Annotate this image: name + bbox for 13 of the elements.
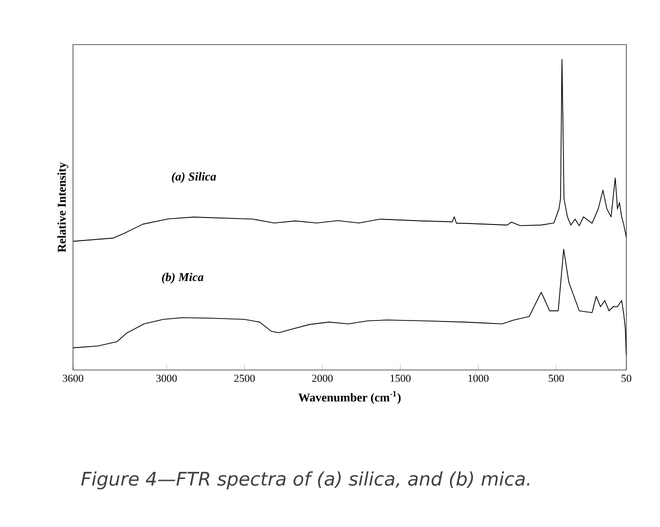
x-axis-title: Wavenumber (cm$^{-1}$): [298, 391, 401, 404]
x-tick-label: 2000: [312, 374, 333, 382]
caption: Figure 4—FTR spectra of (a) silica, and (b) mica.: [81, 471, 530, 490]
text: (b) Mica: [162, 272, 204, 284]
text: (a) Silica: [172, 172, 216, 184]
x-tick-label: 3600: [62, 374, 84, 382]
x-tick-label: 1000: [468, 374, 489, 382]
x-tick-label: 500: [548, 374, 564, 382]
x-tick-label: 2500: [234, 374, 255, 382]
x-tick-label: 50: [622, 374, 632, 382]
x-tick-label: 1500: [390, 374, 411, 382]
x-tick-label: 3000: [156, 374, 177, 382]
y-axis-title: Relative Intensity: [57, 162, 68, 252]
